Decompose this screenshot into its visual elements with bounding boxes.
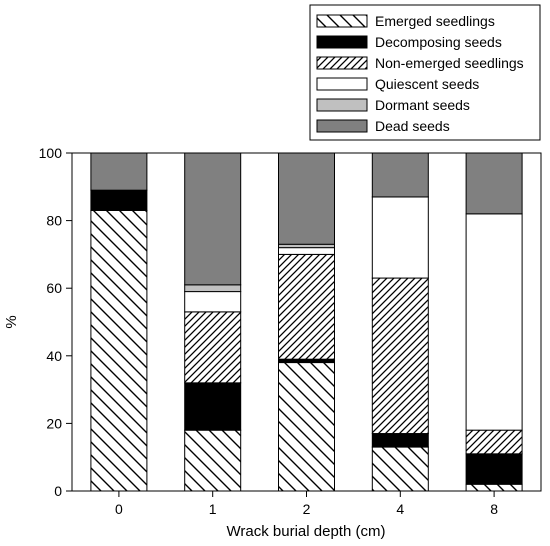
bar-segment-quiescent-seeds-8 <box>465 213 523 431</box>
x-tick-label: 0 <box>115 501 123 517</box>
x-tick-label: 1 <box>209 501 217 517</box>
bar-segment-non-emerged-seedlings-8 <box>465 429 523 455</box>
bar-segment-quiescent-seeds-2 <box>278 247 335 255</box>
y-tick-label: 40 <box>46 348 62 364</box>
bar-segment-dormant-seeds-1 <box>184 284 242 293</box>
bar-segment-emerged-seedlings-0 <box>90 209 148 492</box>
y-tick-label: 60 <box>46 280 62 296</box>
legend-swatch-dormant-seeds <box>316 98 368 112</box>
bar-segment-dormant-seeds-2 <box>278 243 335 249</box>
bar-segment-dead-seeds-4 <box>371 152 429 198</box>
y-tick-label: 0 <box>54 483 62 499</box>
bar-segment-non-emerged-seedlings-2 <box>278 253 335 360</box>
bar-segment-quiescent-seeds-4 <box>371 196 429 279</box>
bars-layer <box>90 152 523 492</box>
bar-segment-emerged-seedlings-2 <box>278 362 335 492</box>
y-tick-label: 80 <box>46 213 62 229</box>
x-axis: 0 1 2 4 8 <box>115 491 498 517</box>
x-tick-label: 4 <box>396 501 404 517</box>
bar-segment-quiescent-seeds-1 <box>184 291 242 313</box>
bar-segment-dead-seeds-8 <box>465 152 523 215</box>
bar-segment-non-emerged-seedlings-4 <box>371 277 429 435</box>
bar-segment-emerged-seedlings-8 <box>465 483 523 492</box>
legend-label-quiescent-seeds: Quiescent seeds <box>375 76 479 92</box>
legend-swatch-decomposing-seeds <box>316 35 368 49</box>
y-tick-label: 20 <box>46 415 62 431</box>
bar-segment-decomposing-seeds-0 <box>90 189 148 211</box>
legend-swatch-dead-seeds <box>316 119 368 133</box>
bar-segment-decomposing-seeds-8 <box>465 453 523 485</box>
y-tick-label: 100 <box>39 145 63 161</box>
y-axis: 0 20 40 60 80 100 <box>39 145 72 499</box>
bar-segment-decomposing-seeds-4 <box>371 433 429 448</box>
bar-segment-decomposing-seeds-1 <box>184 382 242 431</box>
legend-swatch-quiescent-seeds <box>316 77 368 91</box>
legend: Emerged seedlings Decomposing seeds Non-em… <box>309 4 541 141</box>
bar-segment-decomposing-seeds-2 <box>278 358 335 364</box>
legend-swatch-emerged-seedlings <box>316 14 368 28</box>
legend-label-dead-seeds: Dead seeds <box>375 118 450 134</box>
bar-segment-emerged-seedlings-4 <box>371 446 429 492</box>
x-tick-label: 8 <box>490 501 498 517</box>
y-axis-label: % <box>3 315 20 328</box>
x-axis-label: Wrack burial depth (cm) <box>227 523 386 540</box>
legend-label-dormant-seeds: Dormant seeds <box>375 97 470 113</box>
legend-label-decomposing-seeds: Decomposing seeds <box>375 34 502 50</box>
legend-swatch-non-emerged-seedlings <box>316 56 368 70</box>
x-tick-label: 2 <box>303 501 311 517</box>
bar-segment-dead-seeds-0 <box>90 152 148 191</box>
bar-segment-dead-seeds-1 <box>184 152 242 286</box>
bar-segment-dead-seeds-2 <box>278 152 335 245</box>
legend-label-emerged-seedlings: Emerged seedlings <box>375 13 495 29</box>
bar-segment-emerged-seedlings-1 <box>184 429 242 492</box>
legend-label-non-emerged-seedlings: Non-emerged seedlings <box>375 55 524 71</box>
bar-segment-non-emerged-seedlings-1 <box>184 311 242 384</box>
